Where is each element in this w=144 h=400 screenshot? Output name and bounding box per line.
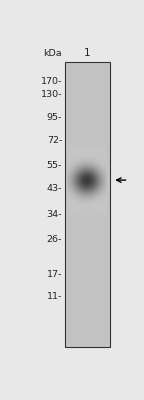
Text: 43-: 43- xyxy=(47,184,62,193)
Text: 34-: 34- xyxy=(47,210,62,219)
Text: kDa: kDa xyxy=(43,49,62,58)
Text: 130-: 130- xyxy=(41,90,62,99)
Text: 26-: 26- xyxy=(47,236,62,244)
Text: 170-: 170- xyxy=(41,77,62,86)
Text: 55-: 55- xyxy=(47,161,62,170)
Bar xyxy=(65,62,109,347)
Text: 11-: 11- xyxy=(47,292,62,302)
Text: 72-: 72- xyxy=(47,136,62,145)
Text: 95-: 95- xyxy=(47,113,62,122)
Text: 1: 1 xyxy=(84,48,91,58)
Text: 17-: 17- xyxy=(47,270,62,279)
